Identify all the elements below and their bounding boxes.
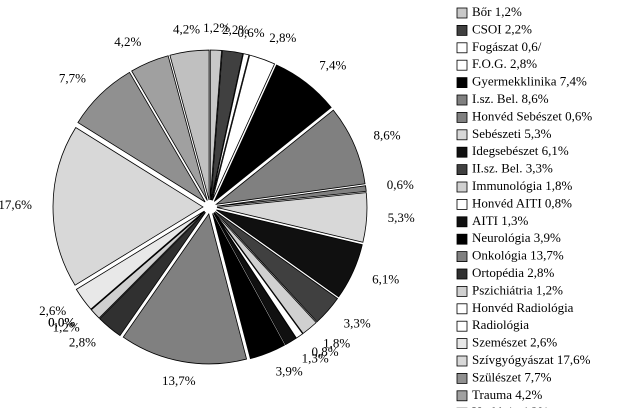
pie-slice [216, 192, 368, 243]
legend-swatch [456, 251, 468, 263]
legend-label: II.sz. Bel. 3,3% [472, 161, 553, 176]
slice-label: 0,8% [312, 344, 339, 359]
slice-label: 1,3% [302, 351, 329, 366]
pie-slice [210, 50, 244, 201]
legend-label: Ortopédia 2,8% [472, 265, 554, 280]
legend-label: Immunológia 1,8% [472, 178, 573, 193]
pie-slice [214, 211, 339, 323]
pie-slice [209, 49, 223, 201]
legend-label: Honvéd AITI 0,8% [472, 195, 572, 210]
legend-swatch [456, 390, 468, 402]
legend-label: Pszichiátria 1,2% [472, 282, 563, 297]
slice-label: 7,7% [59, 70, 86, 85]
legend-label: Bőr 1,2% [472, 4, 522, 19]
slice-label: 2,8% [69, 335, 96, 350]
slice-label: 0,6% [387, 177, 414, 192]
slice-label: 1,2% [203, 20, 230, 35]
legend-label: AITI 1,3% [472, 213, 528, 228]
legend-label: Gyermekklinika 7,4% [472, 74, 587, 89]
pie-slice [131, 55, 208, 201]
legend-label: Neurológia 3,9% [472, 230, 561, 245]
slice-label: 3,9% [276, 363, 303, 378]
pie-slice [169, 49, 210, 201]
slice-label: 4,2% [114, 34, 141, 49]
pie-slice [213, 64, 332, 202]
pie-slice [212, 213, 286, 360]
slice-label: 0,0% [48, 314, 75, 329]
pie-slice [213, 212, 304, 339]
legend-label: Fogászat 0,6/ [472, 39, 542, 54]
legend-swatch [456, 42, 468, 54]
pie-slice [211, 53, 250, 201]
pie-slice [52, 126, 204, 286]
legend-swatch [456, 233, 468, 245]
slice-label: 17,6% [0, 197, 32, 212]
legend-swatch [456, 355, 468, 367]
legend-label: Idegsebészet 6,1% [472, 143, 569, 158]
slice-label: 5,3% [388, 210, 415, 225]
slice-label: 4,2% [173, 22, 200, 37]
legend-swatch [456, 303, 468, 315]
slice-label: 1,8% [323, 335, 350, 350]
pie-slice [211, 54, 276, 201]
legend-label: Honvéd Radiológia [472, 300, 574, 315]
legend-label: Onkológia 13,7% [472, 248, 564, 263]
legend-swatch [456, 181, 468, 193]
legend-swatch [456, 198, 468, 210]
slice-label: 0,0% [48, 314, 75, 329]
pie-slice [122, 212, 248, 365]
legend-label: Sebészeti 5,3% [472, 126, 552, 141]
pie-slice [216, 209, 363, 298]
pie-slice [213, 212, 297, 346]
legend-swatch [456, 338, 468, 350]
legend-label: Urológia 4,2% [472, 404, 549, 408]
legend-label: Radiológia [472, 317, 529, 332]
slice-label: 13,7% [162, 373, 196, 388]
pie-slice [77, 71, 206, 203]
legend-swatch [456, 24, 468, 36]
legend-label: Szemészet 2,6% [472, 335, 557, 350]
legend-swatch [456, 94, 468, 106]
legend-swatch [456, 320, 468, 332]
legend-swatch [456, 146, 468, 158]
pie-slice [216, 185, 367, 207]
slice-label: 7,4% [319, 57, 346, 72]
pie-slice [214, 212, 317, 334]
pie-slice [75, 210, 205, 310]
slice-label: 2,8% [269, 30, 296, 45]
legend-swatch [456, 129, 468, 141]
legend-label: Szívgyógyászat 17,6% [472, 352, 591, 367]
legend-label: CSOI 2,2% [472, 21, 532, 36]
slice-label: 6,1% [372, 272, 399, 287]
legend-swatch [456, 372, 468, 384]
legend-label: F.O.G. 2,8% [472, 56, 537, 71]
legend-swatch [456, 7, 468, 19]
legend-label: Trauma 4,2% [472, 387, 542, 402]
slice-label: 2,6% [39, 303, 66, 318]
legend-swatch [456, 77, 468, 88]
slice-label: 3,3% [344, 316, 371, 331]
legend-swatch [456, 112, 468, 123]
legend-swatch [456, 285, 468, 297]
slice-label: 2,2% [222, 22, 249, 37]
slice-label: 8,6% [373, 127, 400, 142]
legend-swatch [456, 59, 468, 71]
legend-swatch [456, 268, 468, 280]
pie-slice [99, 212, 206, 337]
slice-label: 0,6% [238, 25, 265, 40]
legend-swatch [456, 164, 468, 176]
legend-label: I.sz. Bel. 8,6% [472, 91, 549, 106]
pie-slice [215, 109, 366, 205]
legend-label: Honvéd Sebészet 0,6% [472, 108, 592, 123]
pie-slice [90, 211, 205, 310]
legend-label: Szülészet 7,7% [472, 369, 552, 384]
legend-swatch [456, 216, 468, 228]
slice-label: 1,2% [53, 319, 80, 334]
